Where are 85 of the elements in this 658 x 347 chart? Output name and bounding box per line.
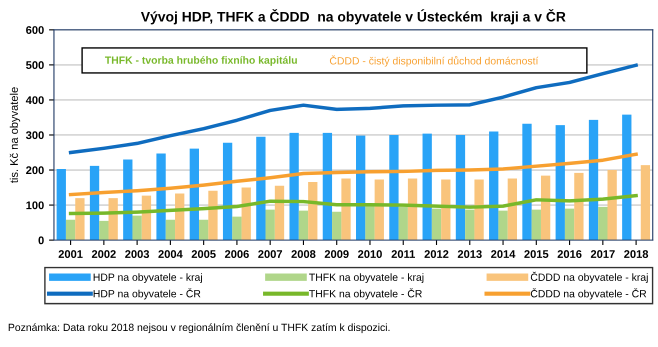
x-tick-label: 2006 <box>224 250 249 258</box>
x-tick-label: 2004 <box>158 250 183 258</box>
legend-label: ČDDD na obyvatele - kraj <box>530 272 648 283</box>
legend-label: THFK na obyvatele - ČR <box>309 288 422 300</box>
bar <box>108 198 118 240</box>
bar <box>489 131 498 240</box>
bar <box>132 216 142 240</box>
bar <box>432 208 442 240</box>
bar <box>66 220 76 240</box>
bar <box>198 220 208 240</box>
y-tick-label: 600 <box>26 26 44 34</box>
line-series <box>68 194 638 216</box>
x-tick-label: 2014 <box>491 250 516 258</box>
bar <box>232 216 242 240</box>
bar <box>75 198 85 240</box>
bar <box>498 210 508 240</box>
bar <box>640 165 650 240</box>
bar <box>422 134 432 240</box>
bar <box>540 176 550 240</box>
x-tick-label: 2016 <box>558 250 582 258</box>
x-tick-label: 2017 <box>590 250 615 258</box>
bar <box>465 210 474 240</box>
x-tick-label: 2011 <box>392 250 415 258</box>
bar <box>607 170 617 240</box>
bar <box>374 179 384 240</box>
x-tick-label: 2013 <box>458 250 482 258</box>
y-axis-title: tis. Kč na obyvatele <box>10 87 20 183</box>
bar <box>588 120 598 240</box>
bar <box>556 125 565 240</box>
y-tick-label: 300 <box>26 131 44 140</box>
legend-label: HDP na obyvatele - kraj <box>94 273 202 283</box>
x-tick-label: 2010 <box>358 250 382 258</box>
bar <box>622 114 632 240</box>
bar <box>532 210 541 240</box>
bar <box>266 210 275 240</box>
chart-title: Vývoj HDP, THFK a ČDDD na obyvatele v Ústeckém kraji a v ČR <box>140 9 566 24</box>
bar <box>598 206 608 240</box>
x-tick-label: 2009 <box>324 250 349 258</box>
y-tick-label: 500 <box>26 61 44 70</box>
bar <box>308 182 318 240</box>
bar <box>256 136 266 240</box>
bar <box>408 178 418 240</box>
annotation: ČDDD - čistý disponibilní důchod domácností <box>330 55 538 67</box>
bar <box>190 148 199 240</box>
bar <box>441 179 450 240</box>
y-tick-label: 400 <box>26 96 44 104</box>
x-tick-label: 2001 <box>58 250 83 258</box>
bar <box>332 212 342 240</box>
x-tick-label: 2012 <box>424 250 448 258</box>
bar <box>56 168 66 240</box>
bar <box>166 220 176 240</box>
bar <box>474 179 484 240</box>
bar <box>398 206 408 240</box>
bar <box>289 132 299 240</box>
legend-label: ČDDD na obyvatele - ČR <box>530 288 646 300</box>
bar <box>508 178 518 240</box>
x-tick-label: 2018 <box>624 250 648 258</box>
bar <box>389 134 399 240</box>
bar <box>242 188 251 240</box>
text: Poznámka: Data roku 2018 nejsou v regionálním členění u THFK zatím k dispozici. <box>8 323 390 334</box>
bar <box>356 136 366 240</box>
annotation: THFK - tvorba hrubého fixního kapitálu <box>104 56 297 66</box>
x-tick-label: 2008 <box>291 250 316 258</box>
bar <box>456 134 466 240</box>
x-tick-label: 2003 <box>125 250 150 258</box>
bar <box>222 142 232 240</box>
bar <box>564 208 574 240</box>
x-tick-label: 2002 <box>92 250 116 258</box>
x-tick-label: 2007 <box>258 250 282 258</box>
y-tick-label: 100 <box>26 201 44 210</box>
bar <box>123 160 132 240</box>
bar <box>322 132 332 240</box>
bar <box>298 210 308 240</box>
bar <box>99 220 109 240</box>
bar <box>574 172 584 240</box>
bar <box>522 124 532 240</box>
y-tick-label: 0 <box>38 236 44 244</box>
x-tick-label: 2005 <box>192 250 216 258</box>
bar <box>341 178 351 240</box>
y-tick-label: 200 <box>26 166 44 174</box>
legend-label: HDP na obyvatele - ČR <box>94 288 200 300</box>
x-tick-label: 2015 <box>524 250 548 258</box>
line-series <box>68 152 638 196</box>
bar <box>175 194 184 240</box>
legend-label: THFK na obyvatele - kraj <box>309 273 424 283</box>
